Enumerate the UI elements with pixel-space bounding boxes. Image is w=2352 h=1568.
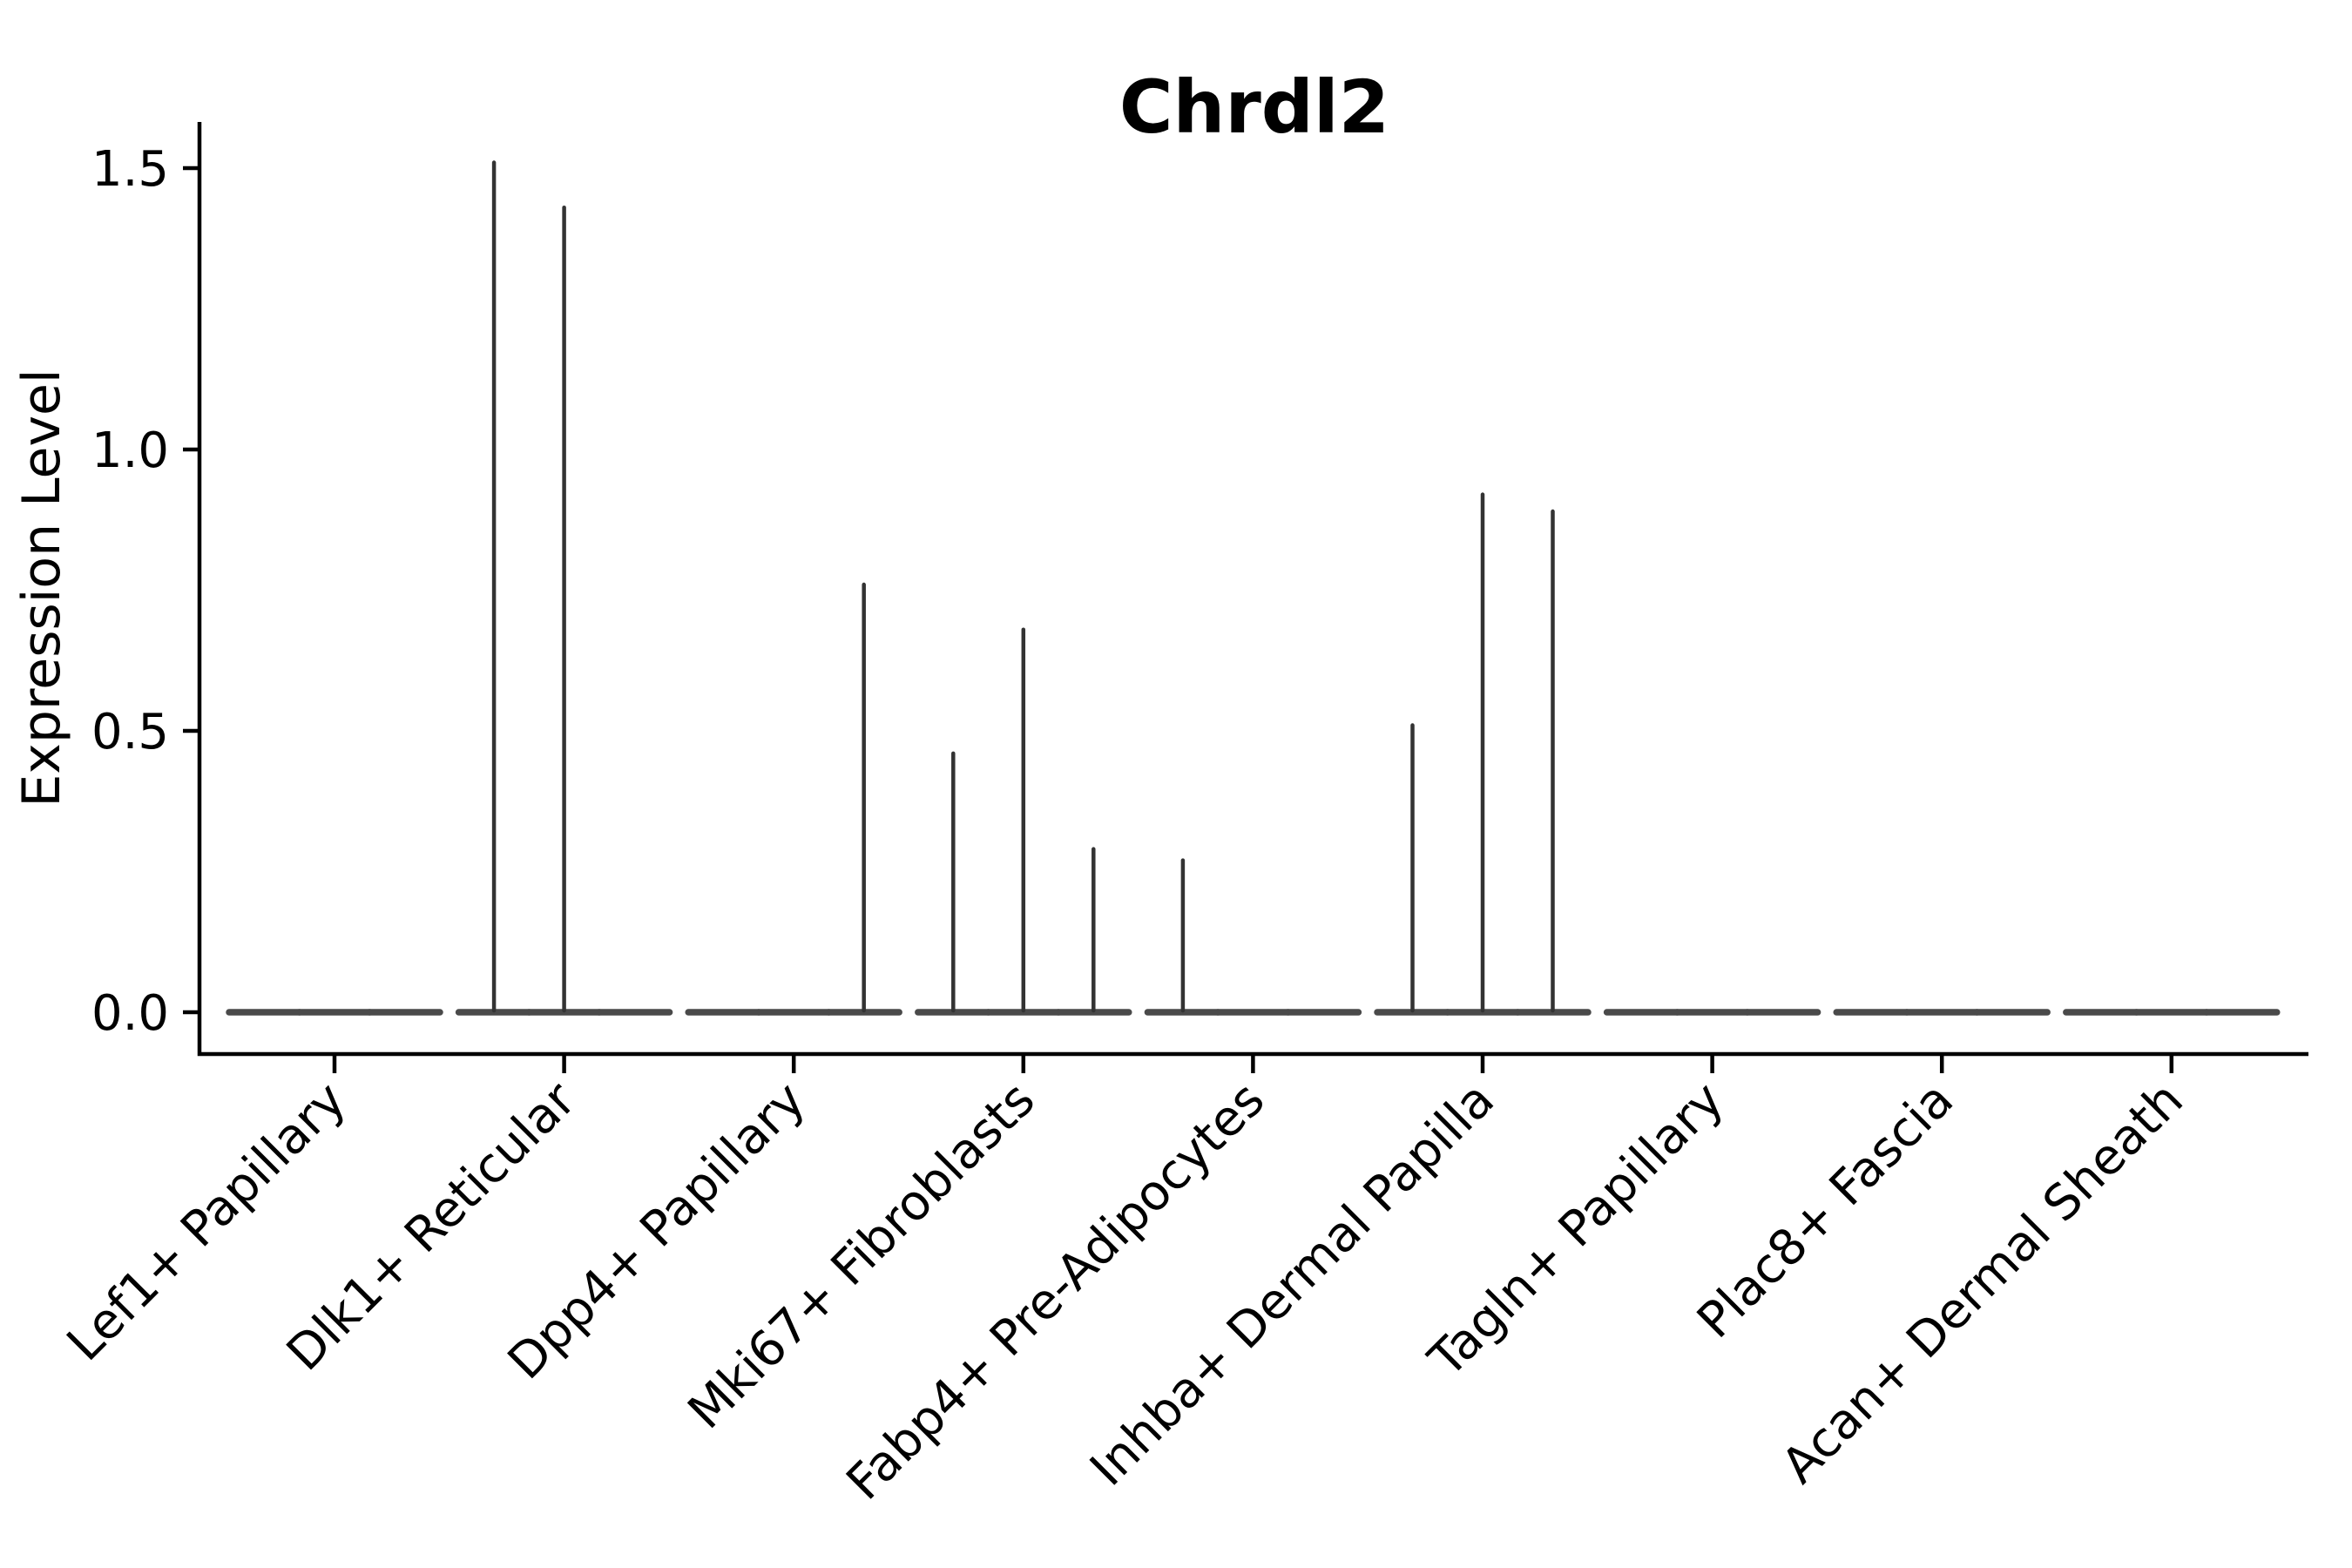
y-tick-label: 1.5 <box>91 141 169 198</box>
y-tick-label: 0.5 <box>91 704 169 760</box>
chart-title: Chrdl2 <box>1119 64 1389 150</box>
x-tick-label: Fabp4+ Pre-Adipocytes <box>836 1071 1276 1511</box>
y-tick-label: 0.0 <box>91 985 169 1042</box>
y-tick-label: 1.0 <box>91 422 169 479</box>
x-tick-label: Inhba+ Dermal Papilla <box>1079 1071 1505 1497</box>
axis-spines <box>197 122 2308 1057</box>
y-axis-label: Expression Level <box>11 368 72 807</box>
x-tick-label: Acan+ Dermal Sheath <box>1771 1071 2194 1495</box>
